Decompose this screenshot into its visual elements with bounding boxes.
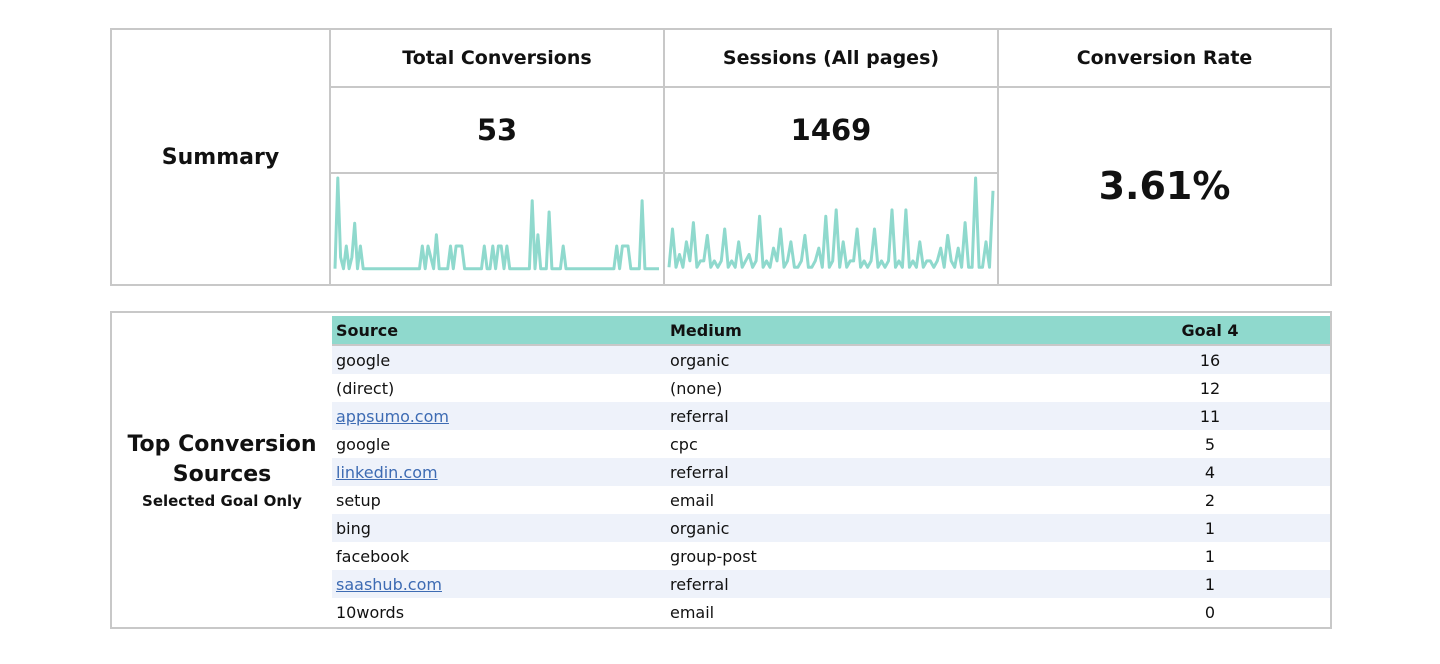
table-row: linkedin.com referral 4	[332, 458, 1330, 486]
table-row: appsumo.com referral 11	[332, 402, 1330, 430]
medium-cell: email	[670, 486, 1090, 514]
source-cell: saashub.com	[332, 570, 670, 598]
top-conversion-sources-panel: Top Conversion Sources Selected Goal Onl…	[110, 311, 1332, 629]
source-cell: bing	[332, 514, 670, 542]
source-cell: appsumo.com	[332, 402, 670, 430]
total-conversions-sparkline	[331, 174, 665, 284]
table-header-row: Source Medium Goal 4	[332, 316, 1330, 346]
goal-cell: 11	[1090, 402, 1330, 430]
table-row: google organic 16	[332, 345, 1330, 374]
source-cell: facebook	[332, 542, 670, 570]
source-link[interactable]: linkedin.com	[336, 462, 438, 482]
medium-cell: cpc	[670, 430, 1090, 458]
source-cell: google	[332, 345, 670, 374]
sources-table: Source Medium Goal 4 google organic 16 (…	[332, 316, 1330, 626]
sessions-sparkline-chart	[667, 176, 995, 269]
medium-cell: organic	[670, 345, 1090, 374]
table-row: 10words email 0	[332, 598, 1330, 626]
sources-title: Top Conversion Sources	[127, 432, 317, 487]
total-conversions-sparkline-chart	[333, 176, 659, 271]
summary-label: Summary	[112, 30, 331, 284]
goal-cell: 0	[1090, 598, 1330, 626]
medium-cell: referral	[670, 570, 1090, 598]
sessions-sparkline	[665, 174, 999, 284]
sparkline-series	[667, 176, 995, 269]
medium-cell: group-post	[670, 542, 1090, 570]
goal-cell: 16	[1090, 345, 1330, 374]
total-conversions-header: Total Conversions	[331, 30, 665, 88]
column-header-goal[interactable]: Goal 4	[1090, 316, 1330, 346]
conversion-rate-header: Conversion Rate	[999, 30, 1330, 88]
table-row: (direct) (none) 12	[332, 374, 1330, 402]
source-cell: 10words	[332, 598, 670, 626]
goal-cell: 1	[1090, 570, 1330, 598]
source-cell: (direct)	[332, 374, 670, 402]
table-row: bing organic 1	[332, 514, 1330, 542]
medium-cell: email	[670, 598, 1090, 626]
sessions-value: 1469	[665, 88, 999, 174]
source-link[interactable]: appsumo.com	[336, 406, 449, 426]
total-conversions-value: 53	[331, 88, 665, 174]
column-header-medium[interactable]: Medium	[670, 316, 1090, 346]
goal-cell: 1	[1090, 514, 1330, 542]
conversion-rate-value: 3.61%	[999, 88, 1330, 284]
goal-cell: 1	[1090, 542, 1330, 570]
source-link[interactable]: saashub.com	[336, 574, 442, 594]
goal-cell: 4	[1090, 458, 1330, 486]
medium-cell: referral	[670, 458, 1090, 486]
goal-cell: 12	[1090, 374, 1330, 402]
source-cell: setup	[332, 486, 670, 514]
table-row: setup email 2	[332, 486, 1330, 514]
sparkline-series	[333, 176, 659, 271]
table-row: facebook group-post 1	[332, 542, 1330, 570]
table-row: google cpc 5	[332, 430, 1330, 458]
sources-subtitle: Selected Goal Only	[142, 492, 302, 510]
source-cell: google	[332, 430, 670, 458]
medium-cell: organic	[670, 514, 1090, 542]
sources-label: Top Conversion Sources Selected Goal Onl…	[112, 313, 332, 627]
medium-cell: (none)	[670, 374, 1090, 402]
table-row: saashub.com referral 1	[332, 570, 1330, 598]
goal-cell: 2	[1090, 486, 1330, 514]
summary-panel: Summary Total Conversions 53 Sessions (A…	[110, 28, 1332, 286]
source-cell: linkedin.com	[332, 458, 670, 486]
medium-cell: referral	[670, 402, 1090, 430]
column-header-source[interactable]: Source	[332, 316, 670, 346]
sessions-header: Sessions (All pages)	[665, 30, 999, 88]
goal-cell: 5	[1090, 430, 1330, 458]
